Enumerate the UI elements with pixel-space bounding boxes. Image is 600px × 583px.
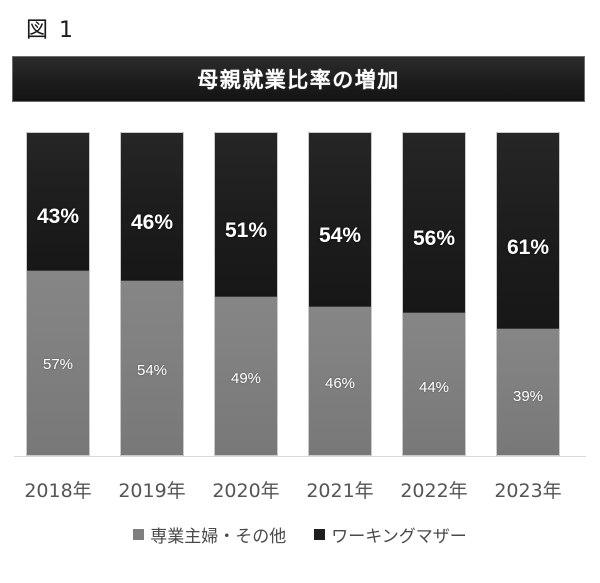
bar-segment-housewife-other[interactable]: 49%	[215, 297, 277, 455]
bar-segment-label: 43%	[36, 205, 80, 229]
bar-column: 43% 57%	[26, 132, 90, 456]
category-axis-label: 2022年	[400, 480, 468, 502]
bar-segment-label: 57%	[42, 356, 74, 374]
bar-segment-housewife-other[interactable]: 46%	[309, 306, 371, 455]
bar-segment-housewife-other[interactable]: 44%	[403, 313, 465, 455]
legend-label: ワーキングマザー	[331, 527, 467, 547]
bar-segment-label: 49%	[230, 370, 262, 388]
chart-title-banner: 母親就業比率の増加	[12, 56, 585, 102]
bar-segment-working-mother[interactable]: 56%	[403, 133, 465, 314]
legend-label: 専業主婦・その他	[150, 527, 287, 547]
legend-swatch-black	[314, 529, 326, 540]
stacked-bar[interactable]: 56% 44%	[402, 132, 466, 456]
category-axis-label: 2023年	[494, 480, 562, 502]
bar-segment-label: 46%	[324, 375, 356, 393]
chart-legend: 専業主婦・その他 ワーキングマザー	[0, 522, 600, 547]
bar-column: 54% 46%	[308, 132, 372, 456]
bar-segment-housewife-other[interactable]: 54%	[121, 281, 183, 455]
chart-title: 母親就業比率の増加	[197, 68, 400, 92]
bar-segment-label: 61%	[506, 235, 550, 259]
figure-caption: 図 1	[26, 18, 75, 43]
bar-segment-working-mother[interactable]: 46%	[121, 133, 183, 282]
bar-column: 51% 49%	[214, 132, 278, 456]
bar-segment-working-mother[interactable]: 51%	[215, 133, 277, 298]
bar-segment-housewife-other[interactable]: 57%	[27, 271, 89, 455]
bar-column: 46% 54%	[120, 132, 184, 456]
category-axis-line	[14, 456, 586, 457]
bar-segment-label: 54%	[318, 223, 362, 247]
bar-segment-working-mother[interactable]: 54%	[309, 133, 371, 307]
bar-segment-label: 56%	[412, 227, 456, 251]
bar-column: 61% 39%	[496, 132, 560, 456]
category-axis-label: 2019年	[118, 480, 186, 502]
bar-segment-label: 46%	[130, 210, 174, 234]
category-axis-label: 2021年	[306, 480, 374, 502]
bar-segment-label: 54%	[136, 361, 168, 379]
stacked-bar[interactable]: 46% 54%	[120, 132, 184, 456]
bar-segment-housewife-other[interactable]: 39%	[497, 329, 559, 455]
stacked-bar[interactable]: 61% 39%	[496, 132, 560, 456]
bar-segment-working-mother[interactable]: 43%	[27, 133, 89, 272]
bar-segment-label: 44%	[418, 378, 450, 396]
stacked-bar[interactable]: 54% 46%	[308, 132, 372, 456]
bar-segment-label: 51%	[224, 218, 268, 242]
legend-swatch-gray	[133, 529, 145, 540]
bar-column: 56% 44%	[402, 132, 466, 456]
legend-item[interactable]: 専業主婦・その他	[133, 522, 286, 547]
category-axis-label: 2020年	[212, 480, 280, 502]
bar-segment-label: 39%	[512, 387, 544, 405]
category-axis-label: 2018年	[24, 480, 92, 502]
stacked-bar[interactable]: 43% 57%	[26, 132, 90, 456]
bar-segment-working-mother[interactable]: 61%	[497, 133, 559, 330]
stacked-bar[interactable]: 51% 49%	[214, 132, 278, 456]
legend-item[interactable]: ワーキングマザー	[314, 522, 467, 547]
